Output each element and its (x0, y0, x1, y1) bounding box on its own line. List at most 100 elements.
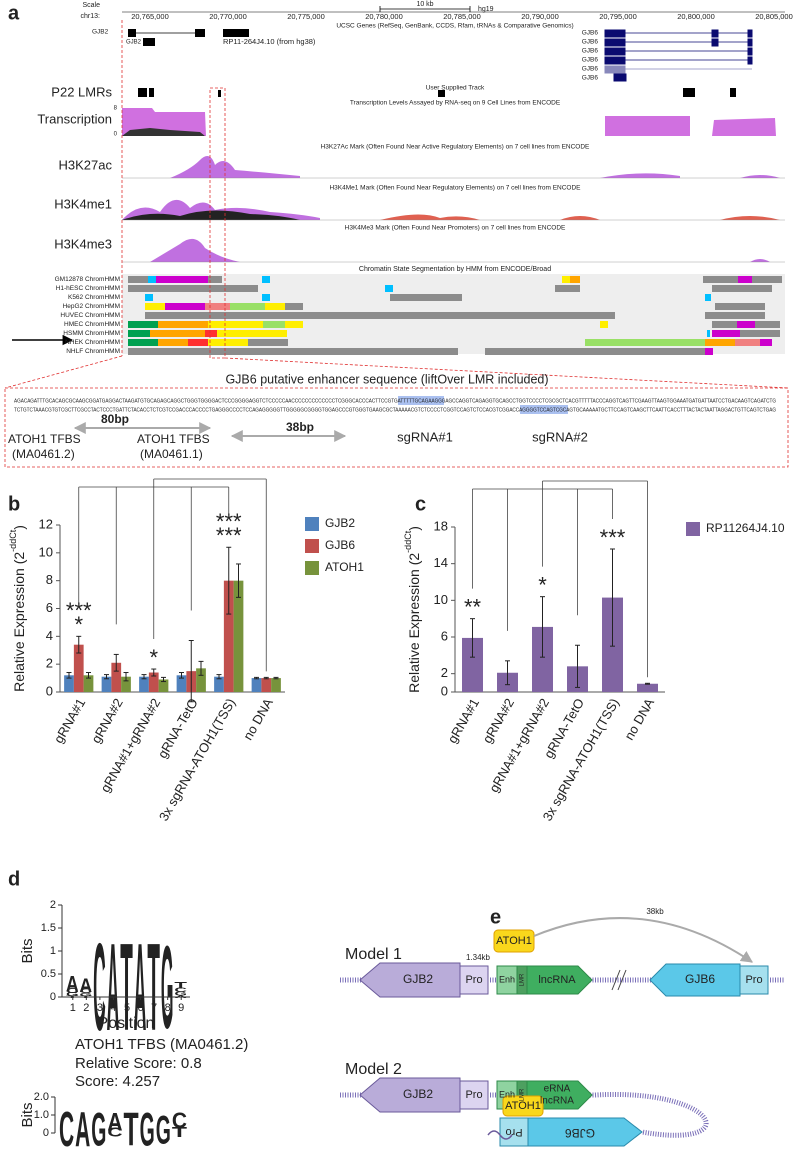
label: GJB6 putative enhancer sequence (liftOve… (225, 372, 548, 386)
label: (MA0461.1) (140, 447, 203, 461)
label: Scale (82, 2, 100, 9)
significance: * (74, 612, 83, 637)
label: GJB6 (582, 75, 599, 82)
y-tick-label: 14 (434, 555, 448, 570)
chromatin-state (712, 285, 772, 292)
x-tick-label: 9 (178, 1002, 184, 1014)
label: Pro (465, 1089, 482, 1101)
chromatin-state (265, 303, 285, 310)
label: NHEK ChromHMM (65, 339, 120, 346)
exon (128, 29, 136, 37)
label: GJB6 (685, 972, 715, 986)
label: sgRNA#1 (397, 429, 453, 444)
x-axis-label: Position (98, 1015, 155, 1032)
x-tick-label: no DNA (621, 695, 657, 742)
y-tick-label: 2 (441, 665, 448, 680)
label: 20,795,000 (599, 12, 637, 21)
logo-letter: T (120, 918, 133, 1057)
chromatin-state (262, 276, 270, 283)
browser (4, 6, 789, 468)
sgrna-highlight (398, 396, 444, 405)
chromatin-state (285, 321, 303, 328)
y-axis-label: Relative Expression (2-ddCt) (403, 526, 421, 693)
label: UCSC Genes (RefSeq, GenBank, CCDS, Rfam,… (336, 23, 573, 30)
y-tick-label: 18 (434, 518, 448, 533)
chromatin-state (262, 294, 270, 301)
chromatin-state (485, 348, 705, 355)
chromatin-state (263, 321, 285, 328)
dna-loop (594, 1091, 709, 1138)
x-tick-label: 5 (124, 1002, 130, 1014)
chromatin-state (145, 303, 165, 310)
bar (73, 644, 84, 692)
lncrna (526, 965, 593, 995)
label: NHLF ChromHMM (66, 348, 120, 355)
label: Pro (745, 974, 762, 986)
y-label-sup: -ddCt (403, 530, 413, 553)
chromatin-state (128, 348, 458, 355)
y-tick-label: 6 (441, 628, 448, 643)
chromatin-state (128, 276, 148, 283)
logo-letter: A (80, 976, 93, 997)
promoter (459, 1080, 489, 1110)
chromatin-state (158, 321, 208, 328)
label: Transcription Levels Assayed by RNA-seq … (350, 100, 561, 107)
label: Model 1 (345, 946, 402, 963)
atoh1 (493, 929, 535, 953)
label: HMEC ChromHMM (64, 321, 120, 328)
x-tick-label: 7 (151, 1002, 157, 1014)
chromatin-state (205, 303, 230, 310)
significance: * (538, 572, 547, 597)
label: H3K4me3 (54, 236, 112, 251)
lmr-blocks (138, 88, 736, 97)
label: GJB6 (582, 48, 599, 55)
y-tick-label: 12 (39, 516, 53, 531)
label: Score: 4.257 (75, 1073, 160, 1090)
label: HepG2 ChromHMM (63, 303, 120, 310)
bar (223, 580, 234, 692)
label: 0 (114, 132, 118, 138)
y-axis-label: Bits (19, 1102, 36, 1127)
label: 20,800,000 (677, 12, 715, 21)
label: c (415, 493, 426, 515)
y-tick-label: 0 (43, 1127, 49, 1139)
legend-label: GJB2 (325, 516, 355, 530)
y-label-part: ) (11, 525, 27, 530)
logo-letter: G (66, 992, 79, 998)
label: ATOH1 TFBS (137, 432, 210, 446)
chromatin-state (208, 321, 263, 328)
chromatin-state (217, 330, 267, 337)
y-label-part: ) (406, 526, 422, 531)
label: a (8, 2, 20, 24)
chromatin-state (735, 339, 760, 346)
y-label-part: Relative Expression (2 (406, 553, 422, 693)
x-tick-label: gRNA#1 (445, 696, 483, 746)
chromatin-state (285, 303, 303, 310)
label: H1-hESC ChromHMM (56, 285, 120, 292)
label: H3K27ac (59, 157, 113, 172)
chromatin-state (712, 321, 737, 328)
label: GJB2 (92, 29, 109, 36)
y-tick-label: 1 (50, 945, 56, 957)
chromatin-state (738, 276, 752, 283)
label: 20,770,000 (209, 12, 247, 21)
label: Pro (505, 1126, 522, 1138)
label: d (8, 868, 20, 890)
chromatin-state (267, 330, 287, 337)
label: ATOH1 TFBS (8, 432, 81, 446)
label: 20,790,000 (521, 12, 559, 21)
label: P22 LMRs (51, 84, 112, 99)
chromatin-state (712, 330, 740, 337)
label: b (8, 493, 20, 515)
bar (148, 672, 159, 692)
h3k27ac-signal (170, 156, 780, 178)
label: GJB6 (582, 39, 599, 46)
legend-swatch (305, 539, 319, 553)
label: AGACAGATTTGCACAGCGCAAGCGGATGAGGACTAAGATG… (14, 398, 776, 404)
label: LMR (520, 1088, 526, 1101)
chromatin-state (128, 321, 158, 328)
logo-letter: T (124, 1104, 139, 1149)
label: sgRNA#2 (532, 429, 588, 444)
y-tick-label: 1.5 (41, 922, 56, 934)
label: RP11-264J4.10 (from hg38) (223, 37, 316, 46)
